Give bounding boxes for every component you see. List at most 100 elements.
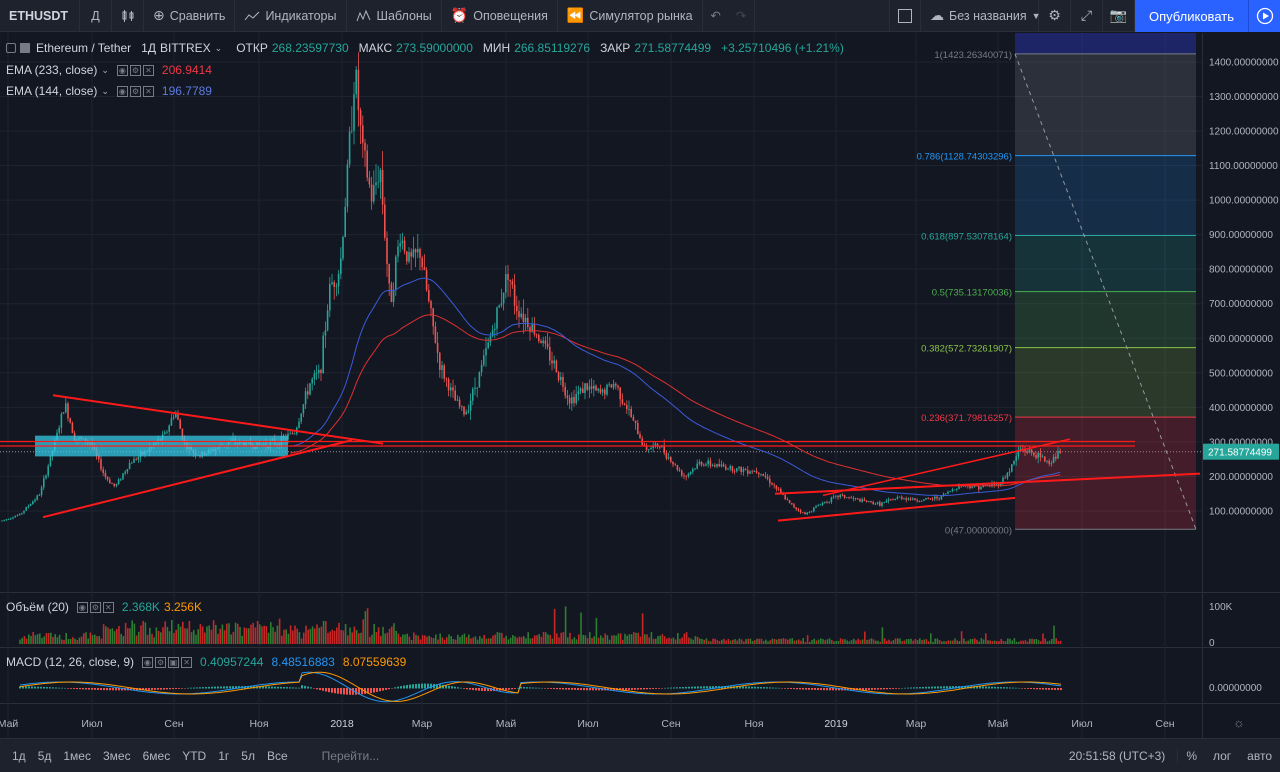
volume-bar [778, 638, 780, 644]
eye-icon[interactable]: ◉ [116, 64, 128, 76]
volume-bar [622, 639, 624, 644]
eye-icon[interactable]: ◉ [76, 601, 88, 613]
candle-body [859, 499, 861, 502]
macd-histogram-bar [583, 688, 585, 691]
volume-bar [428, 635, 430, 644]
volume-bar [670, 638, 672, 644]
candle-body [381, 169, 384, 205]
replay-button[interactable]: ⏪ Симулятор рынка [558, 0, 703, 32]
macd-histogram-bar [703, 686, 705, 689]
macd-histogram-bar [814, 688, 816, 690]
candle-body [874, 503, 877, 505]
auto-toggle[interactable]: авто [1247, 749, 1272, 763]
range-5d[interactable]: 5д [37, 748, 52, 763]
clock-timezone[interactable]: 20:51:58 (UTC+3) [1061, 749, 1179, 763]
compare-button[interactable]: ⊕ Сравнить [144, 0, 236, 32]
macd-histogram-bar [85, 688, 87, 690]
undo-button[interactable]: ↶ [703, 0, 729, 32]
chevron-down-icon[interactable]: ⌄ [101, 85, 109, 96]
macd-histogram-bar [487, 688, 489, 692]
volume-bar [113, 631, 116, 644]
gear-icon[interactable]: ⚙ [129, 64, 141, 76]
macd-histogram-bar [427, 683, 429, 689]
volume-bar [129, 628, 131, 644]
volume-bar [736, 640, 738, 644]
candle-body [491, 329, 494, 337]
macd-histogram-bar [976, 686, 978, 689]
volume-bar [732, 639, 734, 644]
fib-zone [1015, 417, 1196, 530]
macd-histogram-bar [700, 686, 702, 689]
macd-histogram-bar [49, 687, 51, 689]
gear-icon[interactable]: ⚙ [89, 601, 101, 613]
chart-type-button[interactable] [112, 0, 144, 32]
volume-bar [241, 635, 243, 644]
volume-bar [991, 641, 994, 644]
volume-value-2: 3.256K [163, 600, 202, 614]
eye-icon[interactable]: ◉ [116, 85, 128, 97]
fullscreen-button[interactable]: ⤢ [1071, 0, 1103, 32]
volume-bar [116, 628, 118, 644]
close-icon[interactable]: ✕ [181, 656, 193, 668]
chevron-down-icon[interactable]: ⌄ [214, 42, 223, 53]
macd-histogram-bar [979, 686, 981, 689]
candle-body [1057, 450, 1059, 459]
range-6m[interactable]: 6мес [142, 748, 171, 763]
macd-histogram-bar [580, 688, 582, 691]
candle-body [467, 410, 470, 412]
gear-icon[interactable]: ⚙ [155, 656, 167, 668]
fullscreen-frame-button[interactable] [889, 0, 921, 32]
goto-date-button[interactable]: Перейти... [321, 748, 380, 763]
chart-canvas[interactable]: 1(1423.26340071) 0.786(1128.74303296) 0.61… [0, 33, 1280, 738]
range-ytd[interactable]: YTD [182, 748, 207, 763]
volume-bar [358, 633, 360, 644]
close-icon[interactable]: ✕ [102, 601, 114, 613]
volume-bar [780, 638, 782, 644]
macd-histogram-bar [748, 686, 750, 689]
collapse-icon[interactable] [6, 43, 16, 53]
candle-body [604, 389, 606, 395]
eye-icon[interactable]: ◉ [142, 656, 154, 668]
volume-bar [67, 639, 70, 644]
chevron-down-icon[interactable]: ⌄ [101, 64, 109, 75]
interval-button[interactable]: Д [80, 0, 112, 32]
volume-bar [168, 631, 171, 644]
range-all[interactable]: Все [266, 748, 288, 763]
candle-body [914, 498, 916, 501]
candle-body [689, 471, 692, 474]
settings-button[interactable]: ⚙ [1039, 0, 1071, 32]
close-icon[interactable]: ✕ [142, 85, 154, 97]
close-icon[interactable]: ✕ [142, 64, 154, 76]
volume-bar [941, 641, 943, 644]
range-1m[interactable]: 1мес [63, 748, 91, 763]
alerts-button[interactable]: ⏰ Оповещения [442, 0, 558, 32]
templates-button[interactable]: Шаблоны [347, 0, 442, 32]
range-3m[interactable]: 3мес [102, 748, 131, 763]
macd-histogram-bar [565, 688, 567, 690]
indicators-button[interactable]: Индикаторы [235, 0, 347, 32]
publish-button[interactable]: Опубликовать [1135, 0, 1248, 32]
macd-histogram-bar [505, 688, 507, 691]
volume-bar [657, 636, 659, 644]
log-toggle[interactable]: лог [1212, 749, 1232, 763]
macd-controls: ◉ ⚙ ▣ ✕ [142, 656, 193, 668]
snapshot-button[interactable]: 📷 [1103, 0, 1135, 32]
lock-icon[interactable]: ▣ [168, 656, 180, 668]
gear-icon[interactable]: ⚙ [129, 85, 141, 97]
volume-bar [190, 632, 193, 644]
symbol-search-button[interactable]: ETHUSDT [0, 0, 80, 32]
layout-name-button[interactable]: ☁ Без названия ▼ [921, 0, 1041, 32]
candle-body [846, 497, 848, 499]
range-1d[interactable]: 1д [12, 748, 26, 763]
range-5y[interactable]: 5л [241, 748, 255, 763]
candle-body [850, 497, 852, 499]
macd-histogram-bar [322, 688, 324, 691]
macd-histogram-bar [211, 686, 213, 689]
macd-histogram-bar [577, 688, 579, 690]
macd-histogram-bar [196, 687, 198, 689]
high-value: 273.59000000 [396, 41, 473, 55]
redo-button[interactable]: ↷ [729, 0, 755, 32]
percent-toggle[interactable]: % [1186, 749, 1197, 763]
play-button[interactable] [1248, 0, 1280, 32]
range-1y[interactable]: 1г [218, 748, 230, 763]
